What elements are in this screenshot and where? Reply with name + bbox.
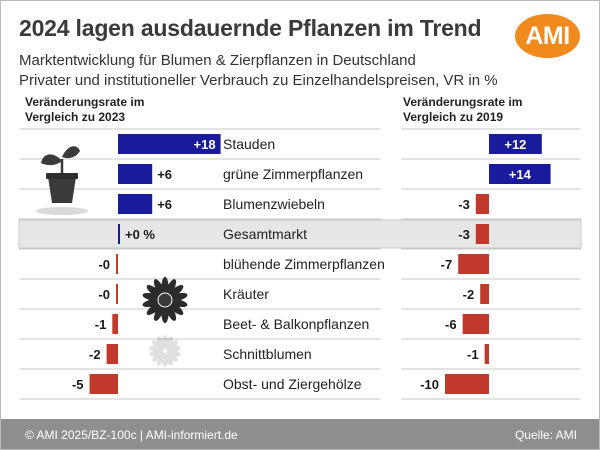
category-label: Blumenzwiebeln	[223, 196, 325, 212]
data-label-2019: -6	[445, 317, 457, 332]
category-label: grüne Zimmerpflanzen	[223, 166, 363, 182]
data-label-2023: -0	[98, 257, 110, 272]
category-label: Beet- & Balkonpflanzen	[223, 316, 369, 332]
bar-2023	[118, 164, 153, 184]
data-label-2023: -1	[95, 317, 107, 332]
bar-2023	[116, 284, 118, 304]
bar-2019	[475, 224, 489, 244]
data-label-2019: +12	[504, 137, 526, 152]
bar-2019	[462, 314, 489, 334]
data-label-2019: -7	[441, 257, 453, 272]
bar-2019	[489, 134, 542, 154]
bar-chart: Stauden +18 +12 grüne Zimmerpflanzen +6 +14 Bl…	[18, 128, 582, 400]
footer-source: Quelle: AMI	[514, 428, 577, 442]
bar-2023	[106, 344, 118, 364]
category-label: Kräuter	[223, 286, 269, 302]
bar-2019	[489, 164, 551, 184]
category-label: blühende Zimmerpflanzen	[223, 256, 385, 272]
chart-subtitle-2: Privater und institutioneller Verbrauch …	[19, 72, 498, 89]
ami-logo: AMI	[515, 14, 580, 58]
data-label-2023: +18	[194, 137, 216, 152]
column-heading-2019: Veränderungsrate im Vergleich zu 2019	[403, 95, 523, 124]
category-label: Stauden	[223, 136, 275, 152]
data-label-2019: -10	[420, 377, 439, 392]
data-label-2023: -5	[72, 377, 84, 392]
data-label-2019: -3	[458, 227, 470, 242]
data-label-2019: -3	[458, 197, 470, 212]
data-label-2023: -2	[89, 347, 101, 362]
data-label-2023: +6	[157, 197, 172, 212]
bar-2019	[480, 284, 489, 304]
category-label: Gesamtmarkt	[223, 226, 307, 242]
category-label: Schnittblumen	[223, 346, 312, 362]
bar-2019	[445, 374, 489, 394]
footer-bar: © AMI 2025/BZ-100c | AMI-informiert.de Q…	[1, 419, 599, 449]
chart-subtitle-1: Marktentwicklung für Blumen & Zierpflanz…	[19, 52, 416, 69]
bar-2023	[89, 374, 118, 394]
data-label-2023: +0 %	[125, 227, 155, 242]
column-heading-2023: Veränderungsrate im Vergleich zu 2023	[25, 95, 145, 124]
data-label-2019: +14	[509, 167, 532, 182]
bar-2023	[112, 314, 118, 334]
data-label-2023: +6	[157, 167, 172, 182]
data-label-2019: -1	[467, 347, 479, 362]
footer-copyright: © AMI 2025/BZ-100c | AMI-informiert.de	[25, 428, 238, 442]
data-label-2019: -2	[463, 287, 475, 302]
category-label: Obst- und Ziergehölze	[223, 376, 362, 392]
bar-2023	[116, 254, 118, 274]
bar-2019	[484, 344, 489, 364]
bar-2023	[118, 194, 153, 214]
plant-pot-icon	[36, 146, 88, 215]
bar-2023	[118, 224, 120, 244]
bar-2023	[118, 134, 221, 154]
data-label-2023: -0	[98, 287, 110, 302]
bar-2019	[458, 254, 489, 274]
bar-2019	[475, 194, 489, 214]
flower-icon	[142, 277, 188, 367]
chart-title: 2024 lagen ausdauernde Pflanzen im Trend	[19, 15, 482, 41]
